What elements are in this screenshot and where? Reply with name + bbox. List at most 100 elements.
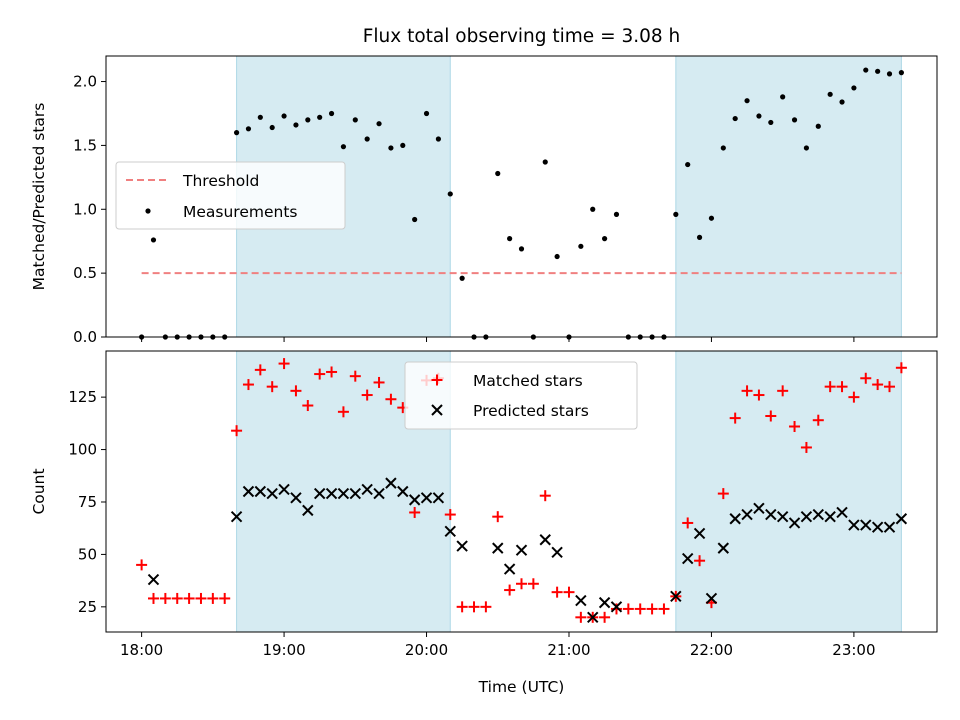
predicted-star-point: [729, 513, 741, 525]
predicted-star-point: [670, 590, 682, 603]
y-tick-label: 0.5: [73, 264, 97, 282]
marker-stroke: [812, 508, 824, 521]
predicted-star-point: [765, 508, 777, 521]
bottom-panel: 25 50 75 100 125 18:00 19:00 20:00 21:00 22:00 23:…: [30, 350, 938, 696]
marker-stroke: [420, 492, 433, 504]
matched-star-point: [812, 414, 824, 426]
y-tick-label: 100: [68, 441, 97, 459]
measurement-point: [542, 159, 548, 165]
matched-star-point: [504, 584, 516, 596]
predicted-star-point: [575, 594, 587, 607]
predicted-star-point: [741, 508, 753, 521]
marker-stroke: [836, 506, 848, 519]
marker-stroke: [705, 592, 718, 605]
marker-stroke: [575, 594, 587, 607]
predicted-star-point: [385, 477, 397, 489]
matched-star-point: [753, 389, 765, 401]
predicted-star-point: [836, 506, 848, 519]
predicted-star-point: [302, 504, 314, 517]
predicted-star-point: [681, 552, 694, 565]
measurement-point: [305, 117, 311, 123]
marker-stroke: [254, 485, 267, 498]
measurement-point: [815, 123, 821, 129]
y-tick-label: 1.5: [73, 136, 97, 154]
matched-star-point: [444, 509, 456, 521]
measurement-point: [602, 236, 608, 242]
matched-star-point: [195, 592, 207, 604]
legend-predicted-swatch: [431, 404, 443, 416]
predicted-star-point: [551, 546, 563, 559]
measurement-point: [186, 334, 192, 340]
matched-star-point: [575, 611, 587, 623]
measurement-point: [803, 145, 810, 151]
legend-box: [404, 361, 638, 430]
matched-star-point: [634, 603, 646, 615]
marker-stroke: [230, 510, 243, 523]
matched-star-point: [242, 379, 254, 391]
y-tick-label: 1.0: [73, 200, 97, 218]
marker-stroke: [242, 485, 255, 498]
predicted-star-point: [408, 494, 421, 506]
measurement-point: [281, 113, 287, 119]
matched-star-point: [610, 603, 622, 615]
matched-star-point: [539, 490, 551, 502]
measurement-point: [886, 71, 893, 77]
measurement-point: [613, 211, 620, 217]
matched-star-point: [516, 578, 527, 590]
legend-bottom: Matched stars Predicted stars: [404, 361, 638, 430]
matched-star-point: [824, 381, 836, 393]
matched-star-point: [658, 603, 670, 615]
matched-star-point: [183, 592, 195, 604]
marker-stroke: [397, 485, 409, 498]
matched-star-point: [171, 592, 183, 604]
marker-stroke: [788, 517, 801, 529]
measurement-point: [495, 170, 501, 177]
predicted-star-point: [693, 527, 706, 540]
marker-stroke: [349, 487, 362, 500]
marker-stroke: [503, 563, 516, 575]
measurement-point: [554, 253, 560, 260]
predicted-star-point: [278, 483, 290, 496]
matched-star-point: [789, 420, 801, 432]
marker-stroke: [278, 483, 290, 496]
marker-stroke: [325, 487, 338, 500]
x-tick-label: 18:00: [120, 641, 163, 659]
measurement-point: [898, 70, 904, 76]
matched-star-point: [314, 368, 326, 380]
matched-star-point: [468, 601, 480, 613]
matched-star-point: [456, 601, 468, 613]
measurement-point: [590, 206, 596, 212]
measurement-point: [732, 115, 738, 122]
marker-stroke: [302, 504, 314, 517]
predicted-star-point: [432, 492, 445, 504]
measurement-point: [222, 334, 228, 340]
measurement-point: [578, 243, 584, 249]
marker-stroke: [753, 502, 765, 514]
measurement-point: [364, 136, 370, 142]
matched-star-point: [480, 601, 492, 613]
measurement-point: [400, 142, 406, 149]
matched-star-point: [278, 358, 290, 370]
measurement-point: [708, 215, 715, 221]
marker-stroke: [444, 525, 456, 538]
legend-matched-label: Matched stars: [473, 372, 583, 390]
matched-star-point: [694, 555, 706, 567]
predicted-star-point: [539, 534, 551, 546]
predicted-star-point: [242, 485, 255, 498]
marker-stroke: [848, 519, 860, 531]
matched-star-point: [884, 381, 896, 393]
y-axis-label: Matched/Predicted stars: [30, 103, 48, 291]
measurement-point: [649, 334, 655, 340]
measurement-point: [293, 122, 299, 128]
matched-star-point: [895, 362, 907, 374]
measurement-point: [685, 161, 691, 168]
predicted-star-point: [266, 487, 278, 500]
x-tick-label: 23:00: [832, 641, 875, 659]
marker-stroke: [290, 492, 302, 504]
predicted-star-point: [871, 521, 884, 533]
matched-star-point: [219, 592, 231, 604]
measurement-point: [518, 246, 525, 252]
measurement-point: [471, 334, 477, 340]
marker-stroke: [860, 519, 872, 531]
